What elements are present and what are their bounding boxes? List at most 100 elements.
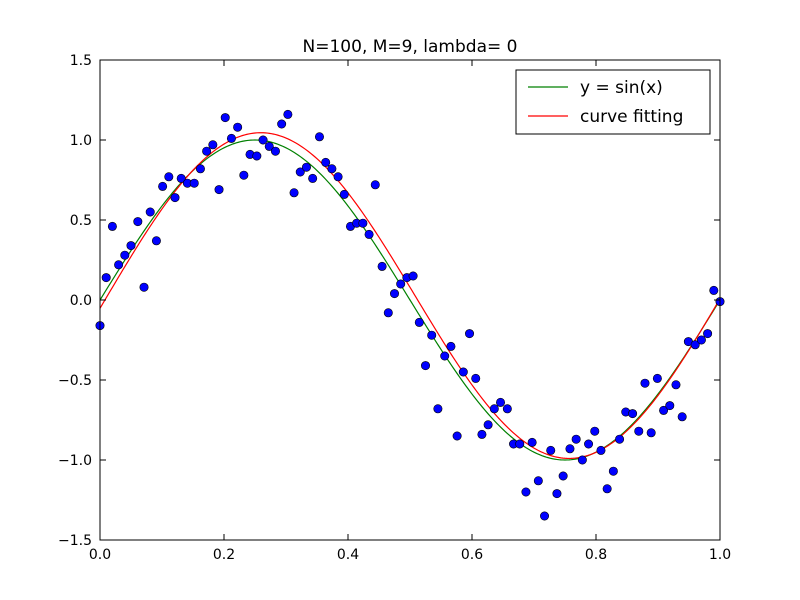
data-point <box>314 132 324 142</box>
data-point <box>477 429 487 439</box>
data-point <box>596 445 606 455</box>
data-point <box>220 113 230 123</box>
data-point <box>321 157 331 167</box>
data-point <box>195 164 205 174</box>
legend: y = sin(x) curve fitting <box>515 69 711 135</box>
data-point <box>396 279 406 289</box>
data-point <box>120 250 130 260</box>
data-point <box>590 426 600 436</box>
data-point <box>126 241 136 251</box>
data-point <box>202 146 212 156</box>
data-point <box>107 221 117 231</box>
x-tick-label: 0.6 <box>461 547 483 563</box>
chart-title: N=100, M=9, lambda= 0 <box>303 37 518 57</box>
data-point <box>584 439 594 449</box>
data-point <box>258 135 268 145</box>
data-point <box>646 428 656 438</box>
data-point <box>628 409 638 419</box>
data-point <box>427 330 437 340</box>
data-point <box>208 140 218 150</box>
data-point <box>289 188 299 198</box>
data-point <box>214 185 224 195</box>
data-point <box>383 308 393 318</box>
data-point <box>634 426 644 436</box>
data-point <box>677 412 687 422</box>
data-point <box>552 489 562 499</box>
data-point <box>301 162 311 172</box>
data-point <box>533 476 543 486</box>
legend-label-sine: y = sin(x) <box>580 78 663 98</box>
data-point <box>521 487 531 497</box>
data-point <box>226 133 236 143</box>
data-point <box>145 207 155 217</box>
data-point <box>264 141 274 151</box>
data-point <box>151 236 161 246</box>
data-point <box>270 146 280 156</box>
data-point <box>671 380 681 390</box>
data-point <box>233 122 243 132</box>
data-point <box>577 455 587 465</box>
data-point <box>546 445 556 455</box>
data-point <box>283 109 293 119</box>
x-tick-label: 0.0 <box>89 547 111 563</box>
data-point <box>458 367 468 377</box>
data-point <box>558 471 568 481</box>
data-point <box>515 439 525 449</box>
x-tick-label: 1.0 <box>709 547 731 563</box>
data-point <box>189 178 199 188</box>
y-tick-label: −1.5 <box>58 533 92 549</box>
data-point <box>339 189 349 199</box>
y-tick-label: 0.5 <box>70 213 92 229</box>
data-point <box>377 261 387 271</box>
data-point <box>652 373 662 383</box>
data-point <box>489 404 499 414</box>
y-tick-label: 1.5 <box>70 53 92 69</box>
data-point <box>101 273 111 283</box>
data-point <box>370 180 380 190</box>
data-point <box>176 173 186 183</box>
data-point <box>602 484 612 494</box>
data-point <box>483 420 493 430</box>
data-point <box>703 329 713 339</box>
data-point <box>414 317 424 327</box>
data-point <box>471 373 481 383</box>
data-point <box>164 172 174 182</box>
x-tick-label: 0.2 <box>213 547 235 563</box>
data-point <box>139 282 149 292</box>
data-point <box>333 172 343 182</box>
data-point <box>133 217 143 227</box>
data-point <box>659 405 669 415</box>
x-tick-label: 0.8 <box>585 547 607 563</box>
data-point <box>420 361 430 371</box>
data-point <box>690 340 700 350</box>
data-point <box>327 164 337 174</box>
data-point <box>465 329 475 339</box>
x-tick-label: 0.4 <box>337 547 359 563</box>
data-point <box>452 431 462 441</box>
plot-area: 0.0 0.2 0.4 0.6 0.8 1.0 1.5 1.0 0.5 0.0 −0.5 −1.0 −1… <box>58 53 731 563</box>
data-point <box>446 341 456 351</box>
data-point <box>158 181 168 191</box>
data-point <box>496 397 506 407</box>
data-point <box>358 218 368 228</box>
y-tick-label: −1.0 <box>58 453 92 469</box>
data-point <box>709 285 719 295</box>
legend-label-fit: curve fitting <box>580 107 683 127</box>
data-point <box>665 401 675 411</box>
data-point <box>364 229 374 239</box>
data-point <box>440 351 450 361</box>
data-point <box>239 170 249 180</box>
y-tick-label: 1.0 <box>70 133 92 149</box>
data-point <box>571 434 581 444</box>
data-point <box>608 466 618 476</box>
data-point <box>114 260 124 270</box>
data-point <box>252 151 262 161</box>
data-point <box>408 271 418 281</box>
data-point <box>277 119 287 129</box>
data-point <box>527 437 537 447</box>
data-point <box>295 167 305 177</box>
legend-box <box>515 69 711 135</box>
y-tick-label: −0.5 <box>58 373 92 389</box>
data-point <box>565 444 575 454</box>
